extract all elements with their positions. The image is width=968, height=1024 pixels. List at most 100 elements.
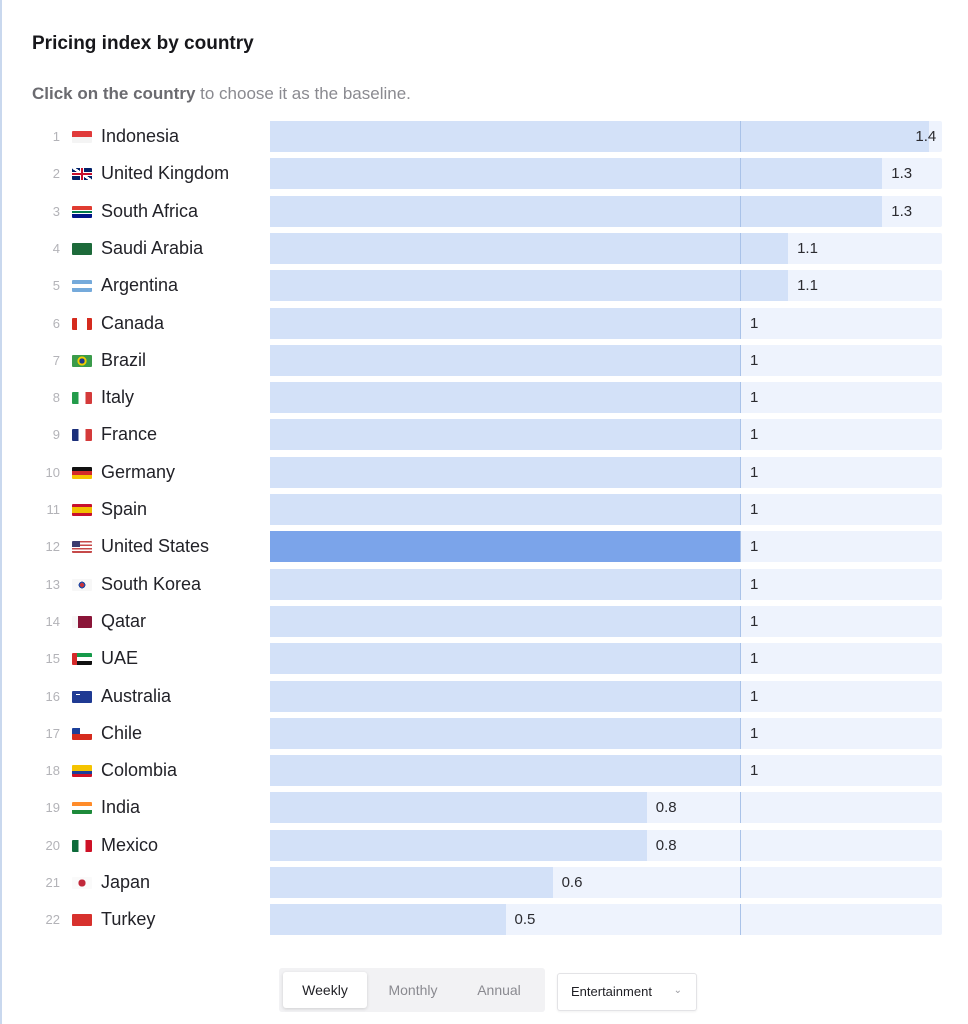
bar-track[interactable]: 1.3	[270, 158, 942, 190]
period-annual-button[interactable]: Annual	[477, 982, 521, 998]
country-name[interactable]: United States	[101, 536, 210, 557]
bar-track[interactable]: 1	[270, 456, 942, 488]
page-title: Pricing index by country	[32, 33, 254, 54]
bar-track[interactable]: 0.8	[270, 792, 942, 824]
country-name[interactable]: Chile	[101, 722, 143, 743]
country-row[interactable]: 7 Brazil 1	[0, 344, 968, 376]
country-name[interactable]: Indonesia	[101, 126, 180, 146]
country-name[interactable]: Brazil	[101, 349, 147, 370]
bar-track[interactable]: 1.3	[270, 195, 942, 227]
country-name[interactable]: Italy	[101, 387, 135, 408]
country-row[interactable]: 8 Italy 1	[0, 382, 968, 414]
country-name[interactable]: India	[101, 797, 141, 818]
bar-track[interactable]: 0.8	[270, 829, 942, 861]
bar-track[interactable]: 1	[270, 605, 942, 637]
baseline-marker	[740, 195, 741, 227]
flag-it-icon	[72, 392, 92, 405]
flag-id-icon	[72, 131, 92, 143]
bar-value: 1	[750, 724, 759, 742]
country-row[interactable]: 18 Colombia 1	[0, 755, 968, 787]
rank-number: 15	[45, 651, 60, 667]
country-row[interactable]: 16 Australia 1	[0, 680, 968, 712]
period-monthly-button[interactable]: Monthly	[388, 982, 438, 998]
value-bar	[270, 419, 741, 451]
country-name[interactable]: Germany	[101, 461, 176, 482]
flag-cl-icon	[72, 727, 92, 740]
country-name[interactable]: Mexico	[101, 834, 159, 855]
country-row[interactable]: 21 Japan 0.6	[0, 867, 968, 898]
bar-track[interactable]: 1	[270, 680, 942, 712]
bar-track[interactable]: 1	[270, 717, 942, 749]
bar-track[interactable]: 1	[270, 755, 942, 787]
bar-track[interactable]: 1	[270, 419, 942, 451]
country-name[interactable]: Colombia	[101, 760, 178, 781]
country-row[interactable]: 12 United States 1	[0, 531, 968, 563]
country-row[interactable]: 15 UAE 1	[0, 643, 968, 675]
country-row[interactable]: 11 Spain 1	[0, 494, 968, 525]
country-row[interactable]: 1 Indonesia 1.4	[0, 121, 968, 152]
country-name[interactable]: Turkey	[101, 909, 156, 930]
bar-track[interactable]: 1	[270, 568, 942, 600]
country-row[interactable]: 9 France 1	[0, 419, 968, 451]
bar-track[interactable]: 1.1	[270, 232, 942, 264]
bar-track[interactable]: 1	[270, 643, 942, 675]
baseline-marker	[740, 232, 741, 264]
country-row[interactable]: 19 India 0.8	[0, 792, 968, 824]
bar-value: 1	[750, 351, 759, 369]
flag-jp-icon	[72, 877, 92, 889]
bar-track[interactable]: 0.6	[270, 867, 942, 898]
flag-kr-icon	[72, 578, 92, 591]
bar-value: 1.1	[797, 239, 818, 257]
bar-track[interactable]: 1	[270, 531, 942, 563]
country-name[interactable]: United Kingdom	[101, 163, 230, 184]
country-row[interactable]: 14 Qatar 1	[0, 605, 968, 637]
bar-track[interactable]: 1	[270, 344, 942, 376]
rank-number: 5	[52, 278, 60, 294]
country-name[interactable]: Argentina	[101, 275, 179, 296]
country-row[interactable]: 5 Argentina 1.1	[0, 270, 968, 302]
country-row[interactable]: 10 Germany 1	[0, 456, 968, 488]
baseline-marker	[740, 344, 741, 376]
bar-value: 1	[750, 314, 759, 332]
bar-track[interactable]: 1.1	[270, 270, 942, 302]
country-name[interactable]: South Africa	[101, 200, 199, 221]
value-bar	[270, 195, 883, 227]
value-bar	[270, 568, 741, 600]
country-name[interactable]: Qatar	[101, 610, 147, 631]
baseline-marker	[740, 419, 741, 451]
period-weekly-button[interactable]: Weekly	[283, 972, 367, 1008]
rank-number: 16	[45, 688, 60, 704]
category-dropdown-value: Entertainment	[571, 984, 652, 999]
country-name[interactable]: UAE	[101, 648, 139, 669]
baseline-marker	[740, 270, 741, 302]
bar-track[interactable]: 1	[270, 382, 942, 414]
country-name[interactable]: Australia	[101, 685, 172, 706]
country-row[interactable]: 4 Saudi Arabia 1.1	[0, 232, 968, 264]
value-bar	[270, 829, 647, 861]
country-row[interactable]: 13 South Korea 1	[0, 568, 968, 600]
bar-track[interactable]: 1	[270, 494, 942, 525]
bar-value: 1.4	[915, 128, 937, 145]
country-name[interactable]: Japan	[101, 872, 151, 892]
bar-track[interactable]: 1.4	[270, 121, 942, 152]
country-name[interactable]: Saudi Arabia	[101, 237, 204, 258]
baseline-marker	[740, 382, 741, 414]
country-row[interactable]: 20 Mexico 0.8	[0, 829, 968, 861]
country-name[interactable]: France	[101, 424, 158, 445]
country-row[interactable]: 3 South Africa 1.3	[0, 195, 968, 227]
bar-value: 1	[750, 389, 759, 407]
country-row[interactable]: 2 United Kingdom 1.3	[0, 158, 968, 190]
country-row[interactable]: 22 Turkey 0.5	[0, 904, 968, 936]
value-bar	[270, 494, 741, 525]
country-name[interactable]: Canada	[101, 312, 165, 333]
country-name[interactable]: Spain	[101, 499, 148, 519]
category-dropdown[interactable]: Entertainment ⌄	[557, 973, 697, 1011]
bar-track[interactable]: 1	[270, 307, 942, 339]
country-row[interactable]: 6 Canada 1	[0, 307, 968, 339]
country-name[interactable]: South Korea	[101, 573, 202, 594]
value-bar	[270, 792, 647, 824]
value-bar	[270, 121, 930, 152]
bar-track[interactable]: 0.5	[270, 904, 942, 936]
country-row[interactable]: 17 Chile 1	[0, 717, 968, 749]
flag-gb-icon	[72, 168, 92, 181]
